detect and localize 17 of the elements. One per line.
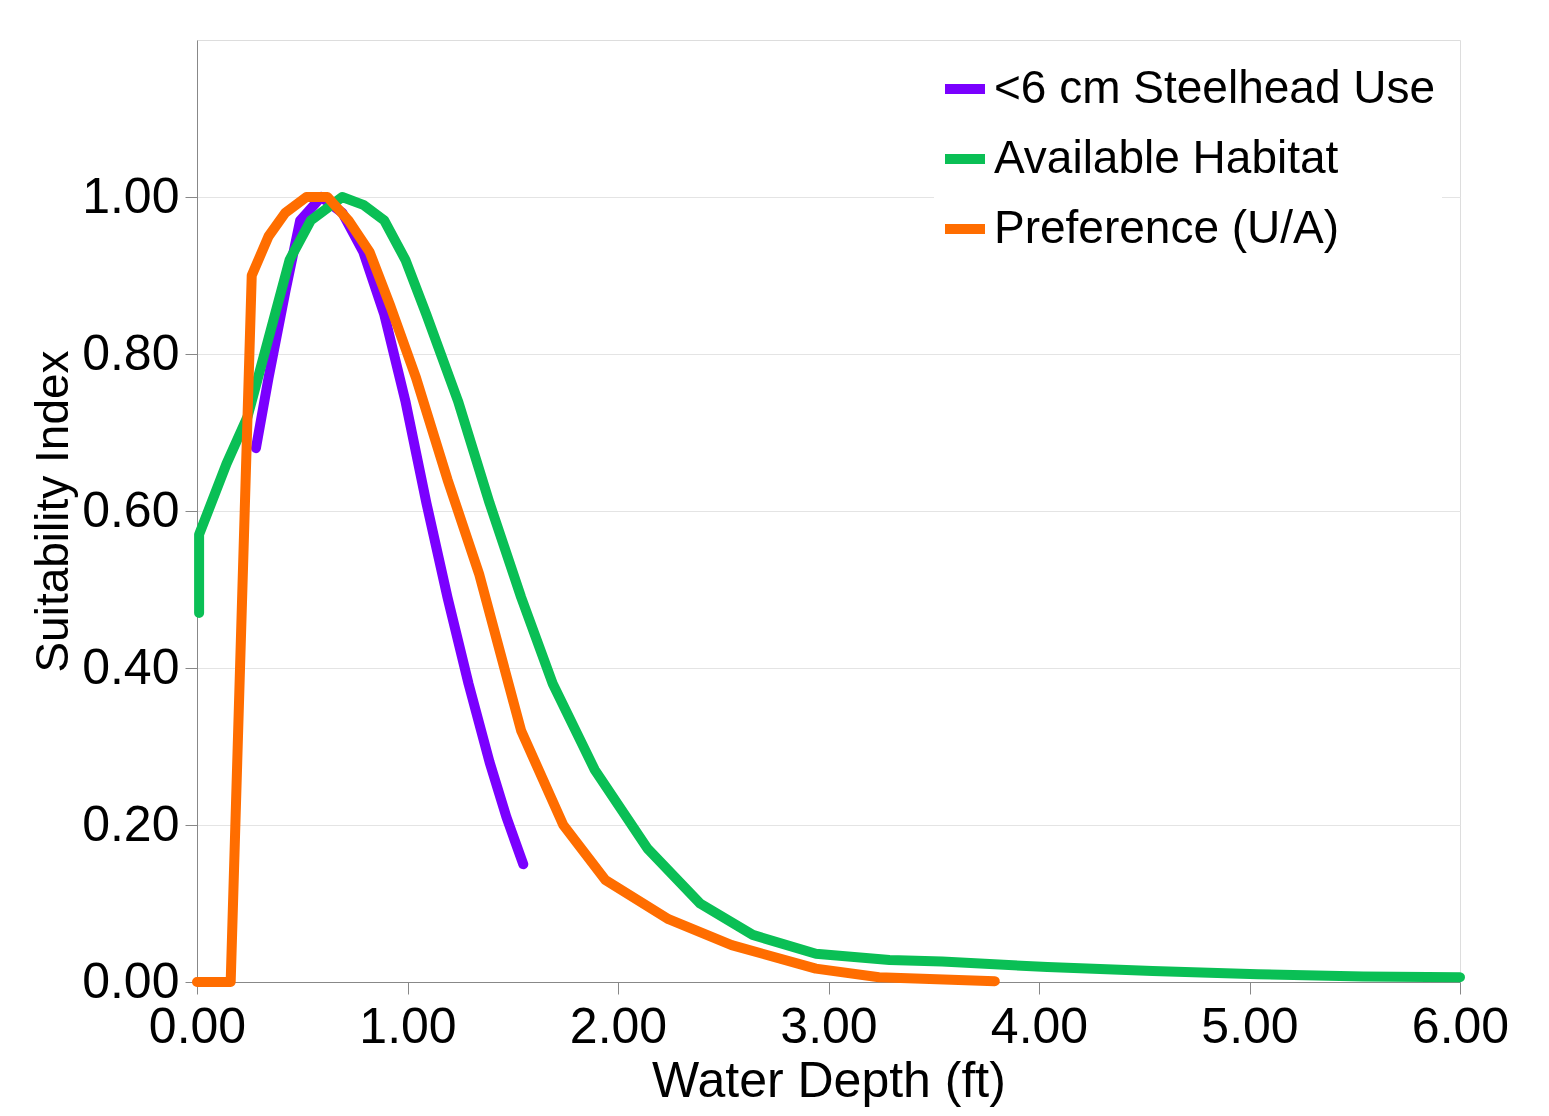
x-tick-label: 2.00 — [569, 997, 668, 1054]
y-tick-label: 0.80 — [82, 324, 180, 381]
x-tick-label: 5.00 — [1201, 997, 1299, 1054]
x-tick-label: 3.00 — [780, 997, 878, 1054]
x-tick-label: 6.00 — [1411, 997, 1510, 1054]
legend-label: <6 cm Steelhead Use — [994, 61, 1436, 113]
y-axis-title: Suitability Index — [26, 350, 79, 673]
legend-label: Available Habitat — [994, 131, 1339, 183]
y-tick-label: 1.00 — [82, 167, 180, 224]
x-axis-title: Water Depth (ft) — [652, 1051, 1006, 1108]
y-tick-label: 0.60 — [82, 481, 180, 538]
y-tick-label: 0.40 — [82, 638, 180, 695]
x-tick-label: 0.00 — [148, 997, 247, 1054]
legend-label: Preference (U/A) — [994, 201, 1340, 253]
x-tick-label: 1.00 — [359, 997, 457, 1054]
x-tick-label: 4.00 — [990, 997, 1089, 1054]
y-tick-label: 0.20 — [82, 795, 180, 852]
